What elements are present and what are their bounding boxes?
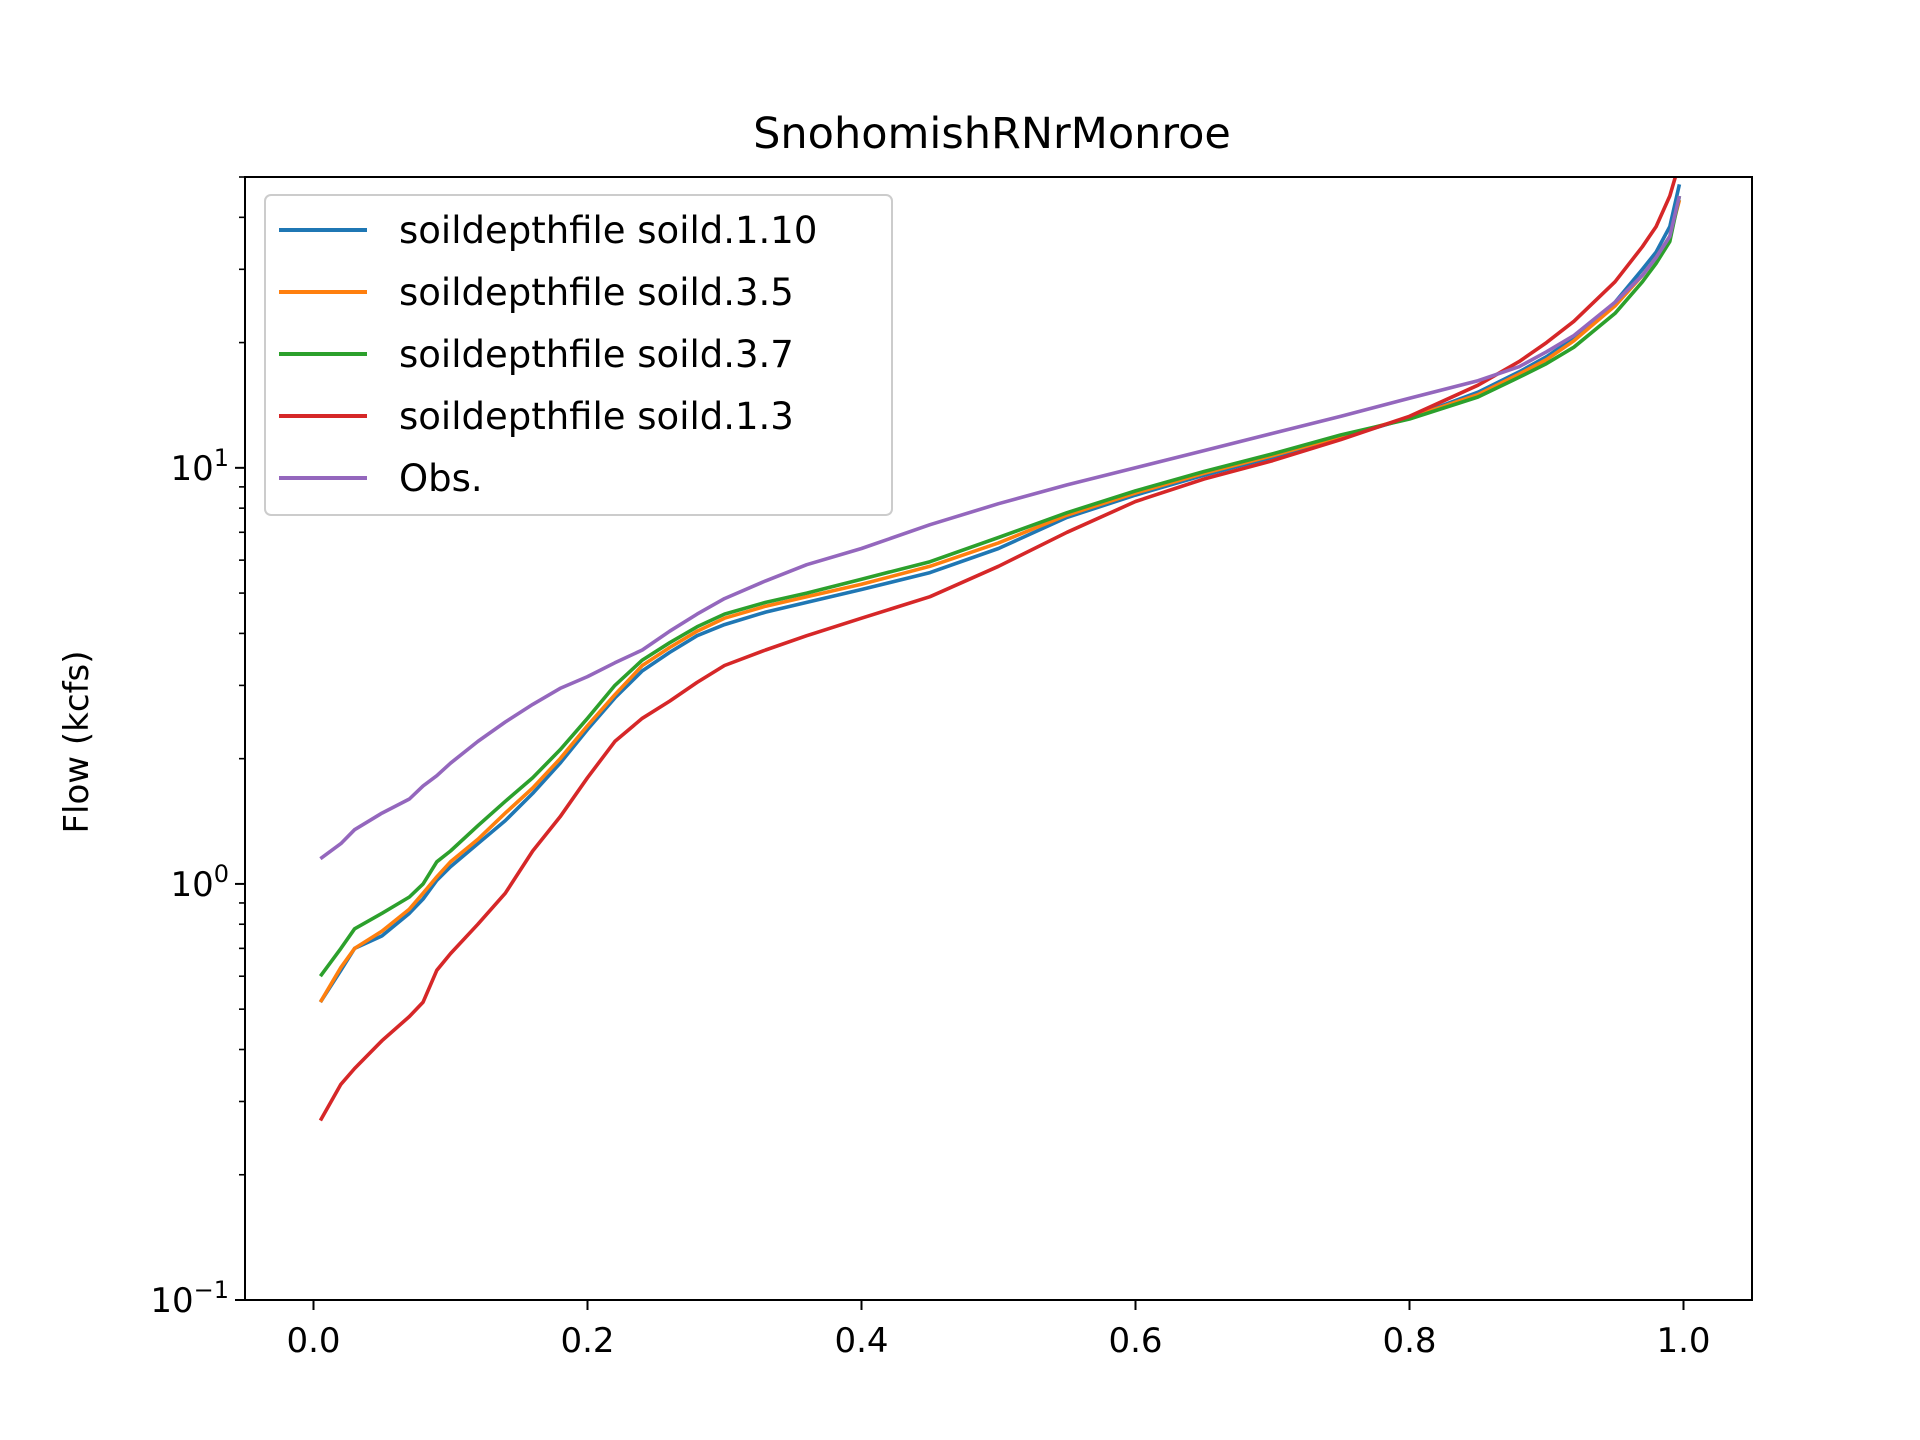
y-tick-label: 101 [170, 444, 229, 489]
x-tick-label: 0.0 [286, 1321, 340, 1361]
x-tick-label: 0.2 [560, 1321, 614, 1361]
x-axis: 0.0 0.2 0.4 0.6 0.8 1.0 [286, 1300, 1711, 1361]
legend-label: Obs. [399, 457, 483, 500]
plot-frame [244, 176, 1753, 1301]
legend-box [264, 194, 893, 516]
series-line-3 [318, 195, 1682, 978]
series-line-1 [318, 184, 1682, 1004]
chart-title: SnohomishRNrMonroe [753, 109, 1231, 159]
legend-label: soildepthfile soild.3.7 [399, 333, 794, 376]
x-tick-label: 0.8 [1382, 1321, 1436, 1361]
series-lines [318, 177, 1682, 1122]
x-tick-label: 0.4 [834, 1321, 888, 1361]
y-tick-label: 100 [170, 860, 229, 905]
y-tick-label: 10−1 [150, 1276, 229, 1321]
y-axis: 10−1 100 101 [150, 176, 245, 1321]
legend-label: soildepthfile soild.3.5 [399, 271, 794, 314]
series-line-2 [318, 199, 1682, 1004]
legend-label: soildepthfile soild.1.3 [399, 395, 794, 438]
series-line-4 [318, 177, 1678, 1122]
x-tick-label: 1.0 [1656, 1321, 1710, 1361]
x-tick-label: 0.6 [1108, 1321, 1162, 1361]
series-line-5 [319, 195, 1682, 861]
legend-label: soildepthfile soild.1.10 [399, 209, 817, 252]
legend: soildepthfile soild.1.10 soildepthfile so… [264, 194, 893, 516]
y-axis-label: Flow (kcfs) [57, 650, 97, 833]
plot-area [244, 176, 1753, 1301]
